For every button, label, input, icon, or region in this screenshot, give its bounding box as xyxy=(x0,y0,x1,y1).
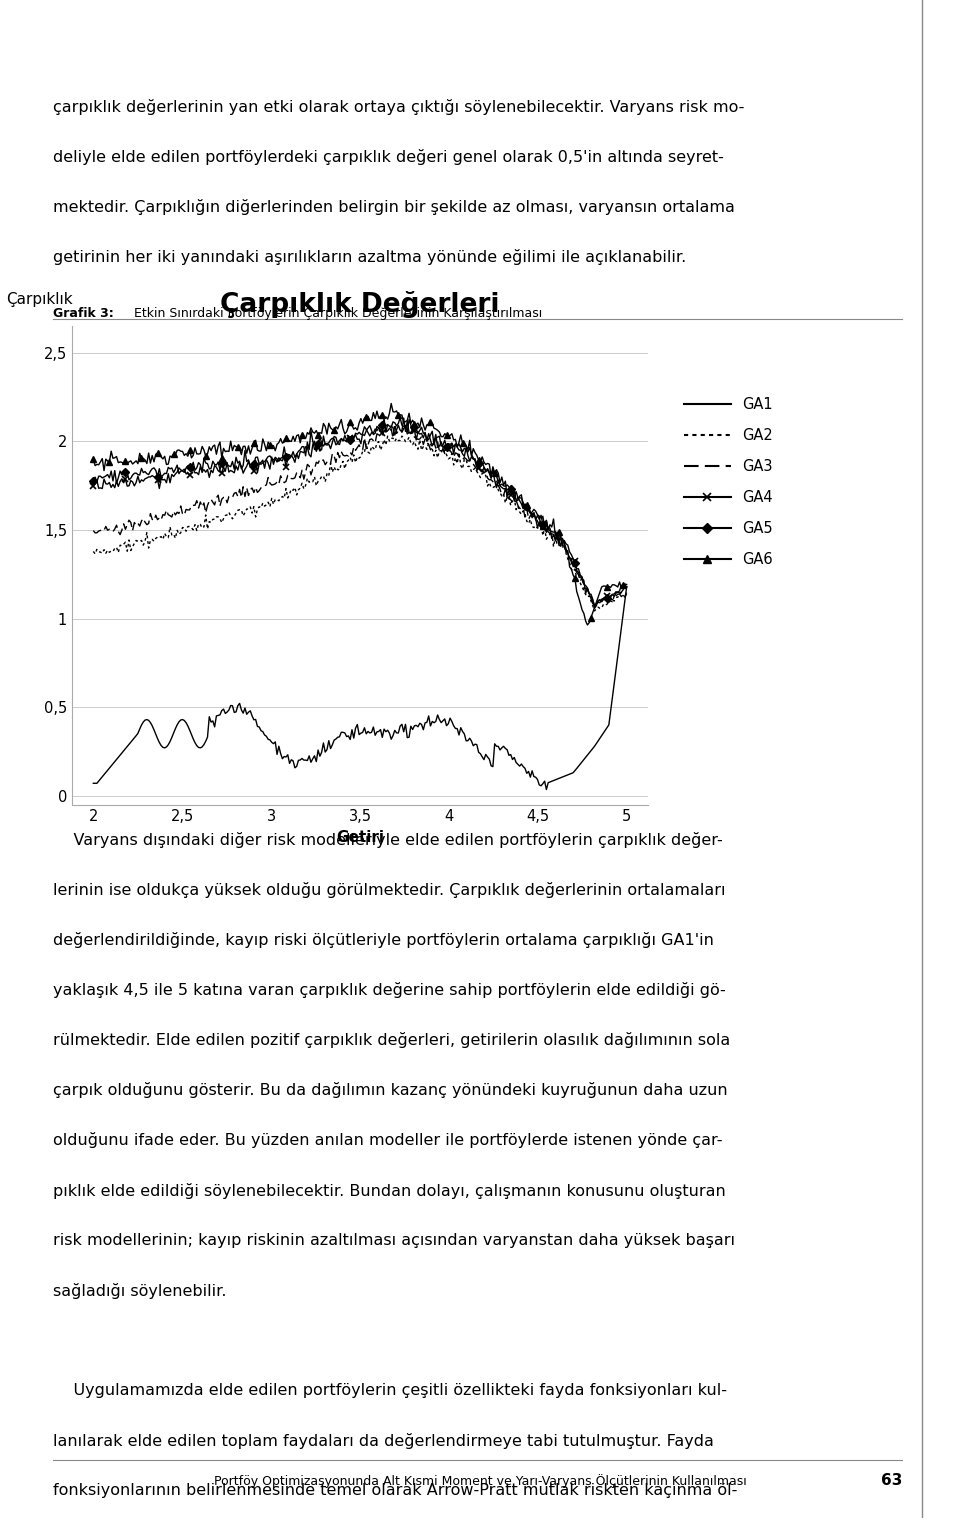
Text: 63: 63 xyxy=(881,1472,902,1488)
Text: lanılarak elde edilen toplam faydaları da değerlendirmeye tabi tutulmuştur. Fayd: lanılarak elde edilen toplam faydaları d… xyxy=(53,1433,713,1450)
X-axis label: Getiri: Getiri xyxy=(336,830,384,846)
Text: olduğunu ifade eder. Bu yüzden anılan modeller ile portföylerde istenen yönde ça: olduğunu ifade eder. Bu yüzden anılan mo… xyxy=(53,1132,722,1149)
Text: çarpıklık değerlerinin yan etki olarak ortaya çıktığı söylenebilecektir. Varyans: çarpıklık değerlerinin yan etki olarak o… xyxy=(53,99,744,115)
Text: Portföy Optimizasyonunda Alt Kısmi Moment ve Yarı-Varyans Ölçütlerinin Kullanılm: Portföy Optimizasyonunda Alt Kısmi Momen… xyxy=(214,1474,746,1488)
Text: değerlendirildiğinde, kayıp riski ölçütleriyle portföylerin ortalama çarpıklığı : değerlendirildiğinde, kayıp riski ölçütl… xyxy=(53,932,713,949)
Text: Grafik 3:: Grafik 3: xyxy=(53,307,113,320)
Text: Varyans dışındaki diğer risk modelleriyle elde edilen portföylerin çarpıklık değ: Varyans dışındaki diğer risk modelleriyl… xyxy=(53,832,723,849)
Text: Çarpıklık: Çarpıklık xyxy=(6,293,72,307)
Legend: GA1, GA2, GA3, GA4, GA5, GA6: GA1, GA2, GA3, GA4, GA5, GA6 xyxy=(679,392,780,572)
Text: fonksiyonlarının belirlenmesinde temel olarak Arrow-Pratt mutlak riskten kaçınma: fonksiyonlarının belirlenmesinde temel o… xyxy=(53,1483,737,1498)
Text: Etkin Sınırdaki Portföylerin Çarpıklık Değerlerinin Karşılaştırılması: Etkin Sınırdaki Portföylerin Çarpıklık D… xyxy=(134,307,542,320)
Title: Çarpıklık Değerleri: Çarpıklık Değerleri xyxy=(220,291,500,319)
Text: deliyle elde edilen portföylerdeki çarpıklık değeri genel olarak 0,5'in altında : deliyle elde edilen portföylerdeki çarpı… xyxy=(53,149,724,165)
Text: Uygulamamızda elde edilen portföylerin çeşitli özellikteki fayda fonksiyonları k: Uygulamamızda elde edilen portföylerin ç… xyxy=(53,1383,727,1398)
Text: çarpık olduğunu gösterir. Bu da dağılımın kazanç yönündeki kuyruğunun daha uzun: çarpık olduğunu gösterir. Bu da dağılımı… xyxy=(53,1082,728,1099)
Text: yaklaşık 4,5 ile 5 katına varan çarpıklık değerine sahip portföylerin elde edild: yaklaşık 4,5 ile 5 katına varan çarpıklı… xyxy=(53,982,726,999)
Text: risk modellerinin; kayıp riskinin azaltılması açısından varyanstan daha yüksek b: risk modellerinin; kayıp riskinin azaltı… xyxy=(53,1233,734,1248)
Text: rülmektedir. Elde edilen pozitif çarpıklık değerleri, getirilerin olasılık dağıl: rülmektedir. Elde edilen pozitif çarpıkl… xyxy=(53,1032,730,1049)
Text: mektedir. Çarpıklığın diğerlerinden belirgin bir şekilde az olması, varyansın or: mektedir. Çarpıklığın diğerlerinden beli… xyxy=(53,199,734,216)
Text: sağladığı söylenebilir.: sağladığı söylenebilir. xyxy=(53,1283,227,1299)
Text: pıklık elde edildiği söylenebilecektir. Bundan dolayı, çalışmanın konusunu oluşt: pıklık elde edildiği söylenebilecektir. … xyxy=(53,1183,726,1199)
Text: lerinin ise oldukça yüksek olduğu görülmektedir. Çarpıklık değerlerinin ortalama: lerinin ise oldukça yüksek olduğu görülm… xyxy=(53,882,726,899)
Text: getirinin her iki yanındaki aşırılıkların azaltma yönünde eğilimi ile açıklanabi: getirinin her iki yanındaki aşırılıkları… xyxy=(53,249,686,266)
